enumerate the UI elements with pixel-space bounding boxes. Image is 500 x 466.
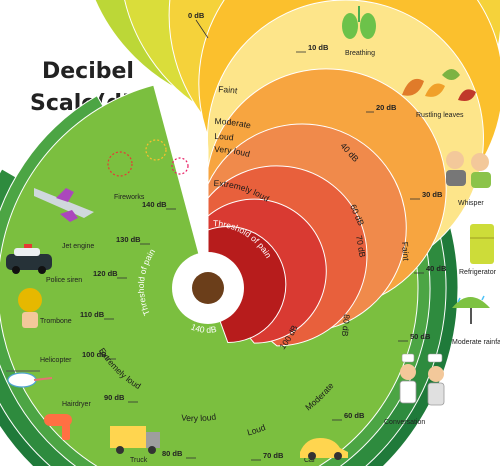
level-110-db: 110 dB	[80, 310, 105, 319]
level-10-db: 10 dB	[308, 43, 329, 52]
level-80-db: 80 dB	[162, 449, 183, 458]
refrigerator-icon	[470, 224, 494, 264]
level-20-db: 20 dB	[376, 103, 397, 112]
fireworks-icon	[107, 139, 189, 177]
svg-text:140 dB: 140 dB	[190, 322, 218, 335]
source-conversation: Conversation	[384, 419, 425, 426]
level-0-db: 0 dB	[188, 11, 205, 20]
source-trombone: Trombone	[40, 318, 72, 325]
level-120-db: 120 dB	[93, 269, 118, 278]
source-police-siren: Police siren	[46, 277, 82, 284]
level-labels: 0 dB 10 dB Breathing 20 dB Rustling leav…	[40, 11, 500, 464]
source-hairdryer: Hairdryer	[62, 401, 91, 408]
source-jet-engine: Jet engine	[62, 243, 94, 250]
leader-line-0	[195, 19, 209, 39]
police-car-icon	[6, 244, 52, 274]
label-very-loud-2: Very loud	[181, 411, 217, 423]
hairdryer-icon	[44, 414, 72, 440]
source-refrigerator: Refrigerator	[459, 269, 497, 276]
level-50-db: 50 dB	[410, 332, 431, 341]
level-90-db: 90 dB	[104, 393, 125, 402]
source-helicopter: Helicopter	[40, 357, 72, 364]
source-breathing: Breathing	[345, 50, 375, 57]
helicopter-icon	[6, 370, 53, 388]
truck-icon	[110, 426, 160, 454]
car-icon	[300, 438, 348, 460]
level-40-db: 40 dB	[426, 264, 447, 273]
svg-text:Loud: Loud	[214, 131, 234, 143]
source-car: Car	[304, 457, 316, 464]
umbrella-icon	[452, 295, 490, 324]
source-truck: Truck	[130, 457, 148, 464]
leaves-icon	[402, 69, 476, 101]
source-fireworks: Fireworks	[114, 194, 145, 201]
trombone-icon	[18, 288, 42, 328]
level-60-db: 60 dB	[344, 411, 365, 420]
level-140-db: 140 dB	[142, 200, 167, 209]
svg-text:Very loud: Very loud	[181, 411, 217, 423]
level-70-db: 70 dB	[263, 451, 284, 460]
label-loud: Loud	[214, 131, 234, 143]
label-70-db-arc: 70 dB	[354, 235, 368, 259]
level-130-db: 130 dB	[116, 235, 141, 244]
title-line-1: Decibel	[42, 59, 134, 84]
label-140-db-arc: 140 dB	[190, 322, 218, 335]
lungs-icon	[342, 6, 376, 39]
level-100-db: 100 dB	[82, 350, 107, 359]
level-30-db: 30 dB	[422, 190, 443, 199]
conversation-icon	[399, 353, 445, 406]
source-moderate-rainfall: Moderate rainfall	[452, 339, 500, 346]
leader-lines	[104, 19, 424, 461]
jet-icon	[34, 188, 94, 222]
source-rustling-leaves: Rustling leaves	[416, 112, 464, 119]
whisper-icon	[446, 151, 491, 188]
label-faint-2: Faint	[400, 241, 411, 261]
source-whisper: Whisper	[458, 200, 484, 207]
label-80-db-arc: 80 dB	[340, 314, 352, 337]
center-disc	[192, 272, 224, 304]
